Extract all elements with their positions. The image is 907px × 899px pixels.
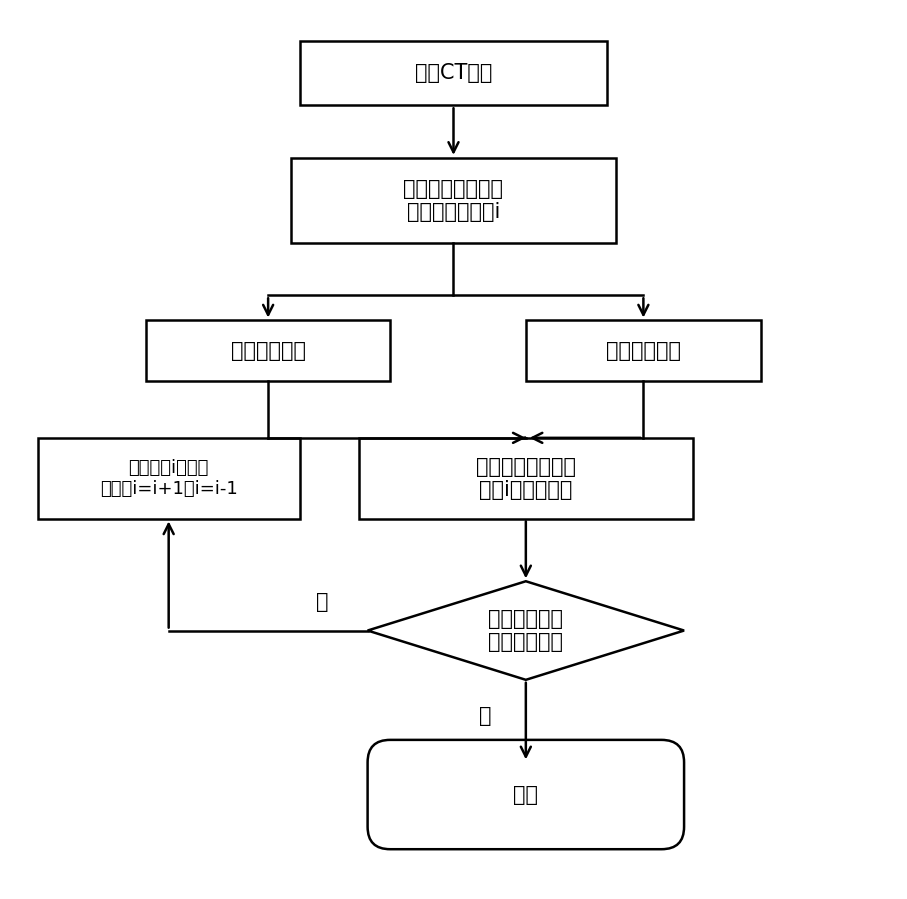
- Text: 是: 是: [479, 706, 492, 725]
- Text: 否: 否: [317, 592, 328, 612]
- Text: 建立外观模型: 建立外观模型: [606, 341, 681, 360]
- Text: 获取切片i的位置
信息；i=i+1或i=i-1: 获取切片i的位置 信息；i=i+1或i=i-1: [100, 458, 238, 497]
- FancyBboxPatch shape: [367, 740, 684, 850]
- Text: 结束: 结束: [513, 785, 539, 805]
- Text: 运用图割算法提取
切片i的肝脏区域: 运用图割算法提取 切片i的肝脏区域: [476, 457, 576, 500]
- Polygon shape: [367, 582, 684, 680]
- Text: 用户指定部分肝脏
区域及初始切片i: 用户指定部分肝脏 区域及初始切片i: [404, 179, 503, 222]
- Text: 输入CT序列: 输入CT序列: [414, 63, 493, 83]
- FancyBboxPatch shape: [358, 438, 693, 519]
- FancyBboxPatch shape: [146, 320, 390, 381]
- Text: 建立亮度模型: 建立亮度模型: [230, 341, 306, 360]
- FancyBboxPatch shape: [291, 158, 616, 243]
- Text: 是否所有切片
都分割完毕？: 是否所有切片 都分割完毕？: [488, 609, 563, 652]
- FancyBboxPatch shape: [526, 320, 761, 381]
- FancyBboxPatch shape: [300, 40, 607, 105]
- FancyBboxPatch shape: [37, 438, 300, 519]
